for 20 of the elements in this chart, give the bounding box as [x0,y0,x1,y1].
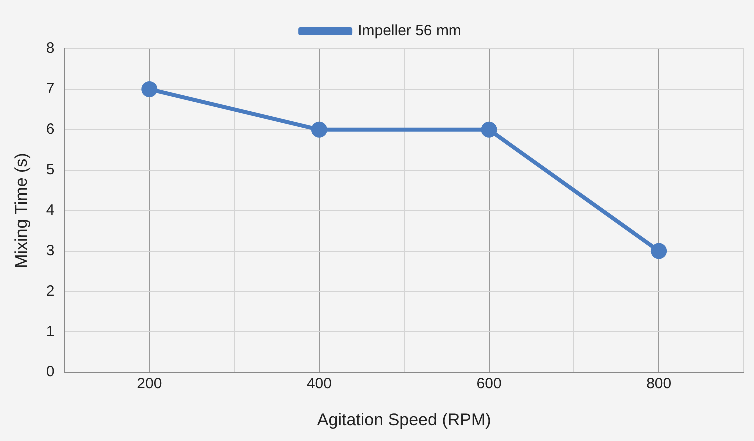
y-axis-title: Mixing Time (s) [12,153,31,268]
y-tick-label: 6 [46,121,55,138]
point [311,122,328,138]
x-tick-label: 200 [137,376,162,393]
x-axis-title: Agitation Speed (RPM) [317,410,492,430]
y-tick-label: 0 [46,364,55,381]
x-tick-label: 400 [306,376,332,393]
y-tick-label: 3 [46,242,55,260]
y-tick-label: 4 [46,202,55,219]
y-tick-label: 8 [46,40,55,58]
y-tick-label: 1 [46,323,55,340]
legend-label: Impeller 56 mm [358,22,462,40]
y-tick-label: 2 [46,282,55,300]
y-tick-label: 7 [46,80,55,98]
y-tick-label: 5 [46,161,55,178]
x-tick-label: 800 [646,376,672,393]
point [651,243,668,260]
point [481,122,498,138]
point [142,81,158,98]
x-tick-label: 600 [476,376,502,393]
